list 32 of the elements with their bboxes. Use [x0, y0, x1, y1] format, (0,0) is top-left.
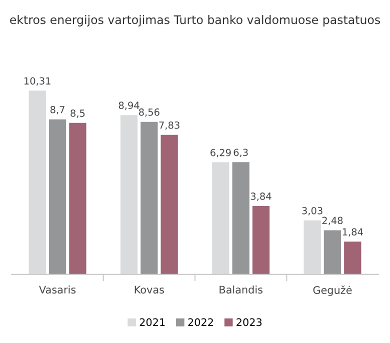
data-label: 8,94 [118, 102, 140, 110]
bar [252, 206, 270, 274]
x-tick-label: Kovas [134, 286, 164, 294]
bar [160, 134, 178, 274]
x-tick-label: Gegužė [313, 286, 352, 296]
bar [304, 220, 321, 274]
data-label: 8,56 [139, 108, 160, 117]
data-label: 2,48 [322, 216, 343, 226]
data-label: 6,29 [210, 148, 231, 158]
data-label: 1,84 [342, 228, 363, 237]
chart-title: ektros energijos vartojimas Turto banko valdomuose pastatuos [10, 15, 380, 26]
data-label: 10,31 [24, 77, 50, 86]
legend-label: 2021 [140, 318, 165, 326]
bar [48, 119, 66, 274]
bar [212, 162, 230, 274]
legend-label: 2022 [188, 318, 213, 326]
bar [140, 122, 158, 274]
x-tick-label: Balandis [220, 286, 262, 294]
bar [232, 162, 250, 274]
bar [69, 122, 86, 274]
x-tick-label: Vasaris [39, 286, 76, 294]
bar [344, 242, 362, 274]
data-label: 3,03 [302, 206, 322, 216]
bar [120, 115, 138, 274]
data-label: 8,5 [70, 110, 85, 118]
legend-label: 2023 [236, 318, 262, 326]
data-label: 7,83 [159, 121, 180, 130]
bar [28, 90, 46, 274]
data-label: 6,3 [234, 148, 248, 158]
data-label: 3,84 [250, 192, 272, 201]
data-label: 8,7 [50, 106, 64, 114]
bar [324, 230, 342, 274]
